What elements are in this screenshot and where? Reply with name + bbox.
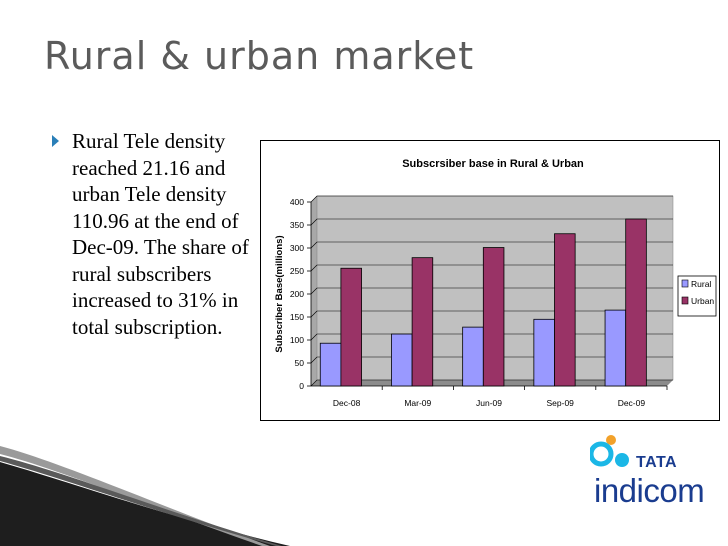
bar-urban xyxy=(482,247,505,387)
bullet-point: Rural Tele density reached 21.16 and urb… xyxy=(48,128,258,340)
gridline-slant xyxy=(310,333,318,341)
y-tick-label: 200 xyxy=(290,289,304,299)
gridline-slant xyxy=(310,379,318,387)
bar-urban xyxy=(340,267,362,387)
gridline-slant xyxy=(310,264,318,272)
bullet-text: Rural Tele density reached 21.16 and urb… xyxy=(72,129,249,339)
x-tick-label: Dec-08 xyxy=(333,398,361,408)
bar-rural xyxy=(462,326,484,387)
legend-swatch-urban xyxy=(681,296,689,305)
logo-product-text: indicom xyxy=(594,472,705,509)
x-tick-label: Jun-09 xyxy=(476,398,502,408)
bar-urban xyxy=(554,233,576,387)
gridline-slant xyxy=(310,287,318,295)
bar-rural xyxy=(391,333,413,387)
bar-urban xyxy=(411,257,434,387)
y-tick-label: 0 xyxy=(299,381,304,391)
chart-svg: Subscrsiber base in Rural & Urban 0 50 100 1… xyxy=(260,140,720,421)
bar-rural xyxy=(604,309,627,387)
y-tick-label: 50 xyxy=(295,358,305,368)
logo-brand-text: TATA xyxy=(636,454,678,471)
gridline-slant xyxy=(310,356,318,364)
gridline-slant xyxy=(310,310,318,318)
y-tick-label: 250 xyxy=(290,266,304,276)
legend-label-urban: Urban xyxy=(691,296,714,306)
x-tick-label: Sep-09 xyxy=(546,398,574,408)
y-tick-label: 300 xyxy=(290,243,304,253)
bullet-arrow-icon xyxy=(52,135,59,147)
tata-indicom-logo: TATA indicom xyxy=(588,434,705,514)
y-tick-label: 150 xyxy=(290,312,304,322)
bar-urban xyxy=(625,218,647,387)
corner-swoosh-decoration xyxy=(0,446,290,546)
legend-label-rural: Rural xyxy=(691,279,711,289)
bar-rural xyxy=(319,342,342,387)
gridline-slant xyxy=(310,195,318,203)
chart: Subscrsiber base in Rural & Urban 0 50 100 1… xyxy=(260,140,720,421)
bar-rural xyxy=(533,318,555,387)
chart-title: Subscrsiber base in Rural & Urban xyxy=(402,158,584,170)
y-axis-label: Subscriber Base(millions) xyxy=(274,235,285,352)
y-tick-label: 400 xyxy=(290,197,304,207)
gridline-slant xyxy=(310,218,318,226)
y-tick-label: 350 xyxy=(290,220,304,230)
y-tick-label: 100 xyxy=(290,335,304,345)
x-tick-label: Mar-09 xyxy=(404,398,431,408)
gridline-slant xyxy=(310,241,318,249)
logo-mark-icon xyxy=(590,435,629,467)
x-tick-label: Dec-09 xyxy=(618,398,646,408)
slide-title: Rural & urban market xyxy=(44,34,475,78)
legend-swatch-rural xyxy=(681,279,689,288)
